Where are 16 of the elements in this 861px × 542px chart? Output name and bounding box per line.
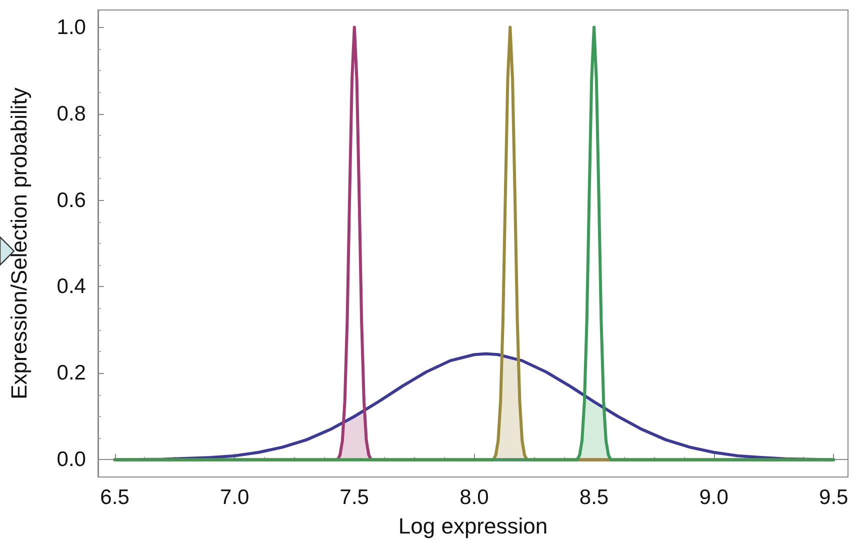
y-axis-title: Expression/Selection probability [6, 88, 32, 400]
y-tick-label: 0.6 [56, 188, 86, 212]
y-tick-label: 0.4 [56, 275, 86, 298]
x-tick-label: 9.0 [699, 486, 728, 509]
x-tick-label: 8.0 [460, 486, 489, 509]
x-axis-title: Log expression [398, 514, 548, 538]
y-tick-label: 1.0 [56, 16, 86, 39]
x-tick-label: 8.5 [579, 486, 609, 509]
x-tick-label: 6.5 [100, 486, 130, 509]
x-tick-label: 7.5 [340, 486, 369, 509]
y-tick-label: 0.2 [56, 362, 86, 385]
y-tick-label: 0.0 [56, 448, 86, 472]
line-series [113, 26, 836, 462]
y-tick-label: 0.8 [56, 102, 86, 126]
x-tick-label: 9.5 [819, 486, 848, 509]
x-tick-label: 7.0 [220, 486, 250, 509]
